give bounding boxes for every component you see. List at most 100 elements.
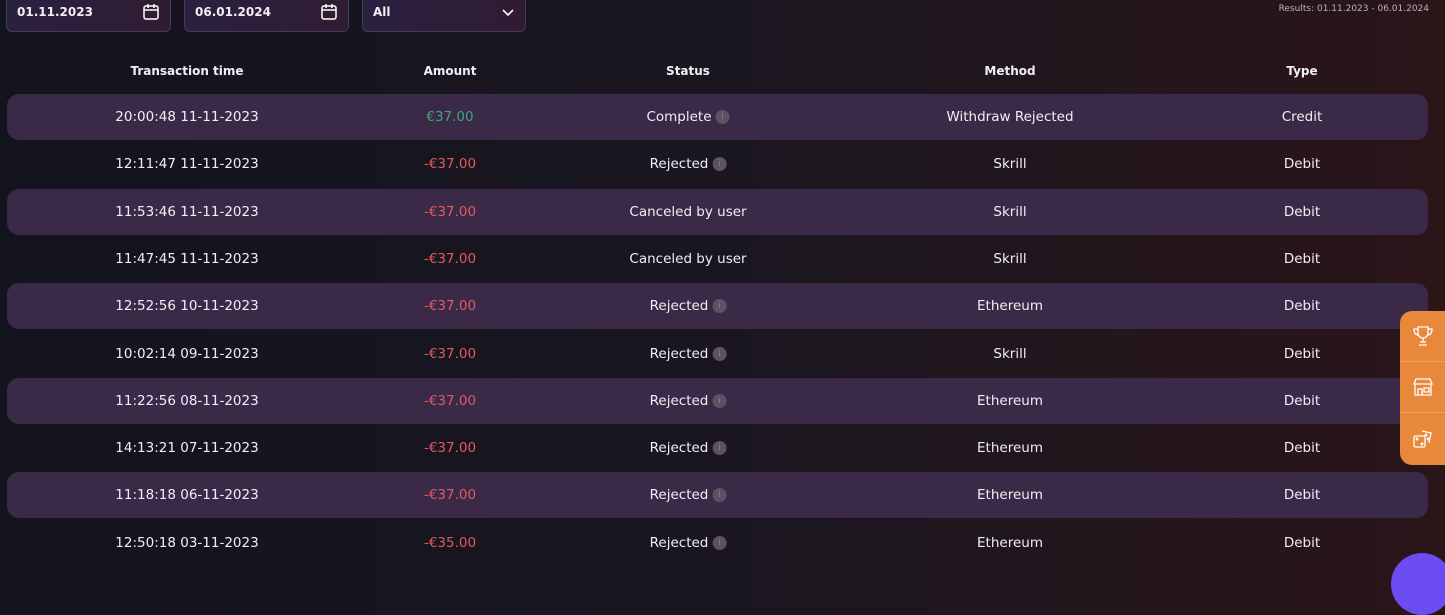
info-icon[interactable]: i [712, 346, 727, 361]
status-text: Rejected [649, 156, 709, 173]
info-icon[interactable]: i [712, 441, 727, 456]
shop-icon[interactable] [1400, 362, 1445, 413]
cell-status: Canceled by user [629, 251, 746, 267]
info-icon[interactable]: i [712, 299, 727, 314]
calendar-icon[interactable] [142, 3, 160, 21]
method-text: Ethereum [977, 487, 1043, 504]
method-text: Ethereum [977, 440, 1043, 457]
status-text: Rejected [649, 534, 709, 551]
cell-status: Rejected i [650, 346, 727, 362]
cell-amount: -€37.00 [424, 204, 476, 220]
status-text: Rejected [649, 298, 709, 315]
amount-text: -€37.00 [423, 487, 477, 504]
side-menu [1400, 311, 1445, 465]
status-text: Rejected [649, 440, 709, 457]
table-row: 11:47:45 11-11-2023 -€37.00 Canceled by us… [7, 236, 1428, 282]
cell-time: 12:52:56 10-11-2023 [115, 298, 258, 314]
status-text: Complete [646, 109, 712, 125]
cell-type: Debit [1284, 204, 1320, 220]
time-text: 11:22:56 08-11-2023 [115, 392, 259, 409]
amount-text: €37.00 [426, 109, 474, 125]
cell-type: Debit [1284, 346, 1320, 362]
method-text: Ethereum [977, 392, 1043, 409]
cell-type: Debit [1284, 298, 1320, 314]
cell-amount: €37.00 [426, 109, 473, 125]
cell-amount: -€37.00 [424, 487, 476, 503]
column-header: Status [666, 64, 710, 78]
date-to-value: 06.01.2024 [195, 5, 271, 19]
type-text: Debit [1283, 203, 1321, 220]
status-text: Canceled by user [629, 250, 747, 267]
calendar-icon[interactable] [320, 3, 338, 21]
type-text: Credit [1281, 109, 1323, 125]
info-icon[interactable]: i [712, 535, 727, 550]
type-text: Debit [1283, 392, 1321, 409]
cell-time: 20:00:48 11-11-2023 [115, 109, 258, 125]
info-icon[interactable]: i [712, 393, 727, 408]
cell-type: Debit [1284, 156, 1320, 172]
time-text: 11:47:45 11-11-2023 [115, 250, 259, 267]
amount-text: -€37.00 [423, 392, 477, 409]
column-header: Transaction time [130, 64, 244, 78]
cell-amount: -€37.00 [424, 156, 476, 172]
cell-amount: -€37.00 [424, 440, 476, 456]
method-text: Withdraw Rejected [946, 109, 1074, 125]
cell-method: Withdraw Rejected [946, 109, 1073, 125]
method-text: Ethereum [977, 298, 1043, 315]
table-header: Transaction time Amount Status Method Ty… [0, 64, 1445, 80]
date-from-value: 01.11.2023 [17, 5, 93, 19]
cell-time: 10:02:14 09-11-2023 [115, 346, 258, 362]
cell-time: 14:13:21 07-11-2023 [115, 440, 258, 456]
cell-type: Debit [1284, 251, 1320, 267]
method-text: Ethereum [977, 534, 1043, 551]
cell-status: Rejected i [650, 298, 727, 314]
cell-amount: -€37.00 [424, 298, 476, 314]
amount-text: -€37.00 [423, 440, 477, 457]
chevron-down-icon [502, 9, 514, 17]
cell-status: Rejected i [650, 393, 727, 409]
cell-time: 11:18:18 06-11-2023 [115, 487, 258, 503]
date-from-input[interactable]: 01.11.2023 [6, 0, 171, 32]
amount-text: -€37.00 [423, 156, 477, 173]
info-icon[interactable]: i [715, 110, 730, 124]
cell-status: Complete i [646, 109, 730, 125]
cell-method: Ethereum [977, 487, 1043, 503]
amount-text: -€37.00 [423, 298, 477, 315]
cell-method: Skrill [993, 156, 1026, 172]
trophy-icon[interactable] [1400, 311, 1445, 362]
cell-method: Ethereum [977, 298, 1043, 314]
time-text: 12:11:47 11-11-2023 [115, 156, 259, 173]
chat-button[interactable] [1391, 553, 1445, 615]
dice-icon[interactable] [1400, 413, 1445, 464]
type-text: Debit [1283, 298, 1321, 315]
cell-status: Rejected i [650, 156, 727, 172]
cell-amount: -€37.00 [424, 346, 476, 362]
status-text: Rejected [649, 392, 709, 409]
amount-text: -€37.00 [423, 250, 477, 267]
time-text: 10:02:14 09-11-2023 [115, 345, 259, 362]
time-text: 12:50:18 03-11-2023 [115, 534, 259, 551]
status-text: Rejected [649, 487, 709, 504]
type-text: Debit [1283, 345, 1321, 362]
type-text: Debit [1283, 250, 1321, 267]
table-row: 14:13:21 07-11-2023 -€37.00 Rejected i Ether… [7, 425, 1428, 471]
cell-type: Debit [1284, 487, 1320, 503]
cell-type: Credit [1282, 109, 1323, 125]
cell-type: Debit [1284, 393, 1320, 409]
column-header: Amount [423, 64, 477, 78]
type-select[interactable]: All [362, 0, 526, 32]
date-to-input[interactable]: 06.01.2024 [184, 0, 349, 32]
type-text: Debit [1283, 440, 1321, 457]
column-header: Type [1286, 64, 1318, 78]
info-icon[interactable]: i [712, 488, 727, 503]
table-row: 12:52:56 10-11-2023 -€37.00 Rejected i Ether… [7, 283, 1428, 330]
cell-status: Rejected i [650, 535, 727, 551]
cell-time: 11:47:45 11-11-2023 [115, 251, 258, 267]
results-range: Results: 01.11.2023 - 06.01.2024 [1278, 4, 1429, 14]
cell-method: Ethereum [977, 535, 1043, 551]
info-icon[interactable]: i [712, 157, 727, 172]
cell-type: Debit [1284, 440, 1320, 456]
time-text: 14:13:21 07-11-2023 [115, 440, 259, 457]
method-text: Skrill [993, 250, 1027, 267]
column-header: Method [984, 64, 1036, 78]
